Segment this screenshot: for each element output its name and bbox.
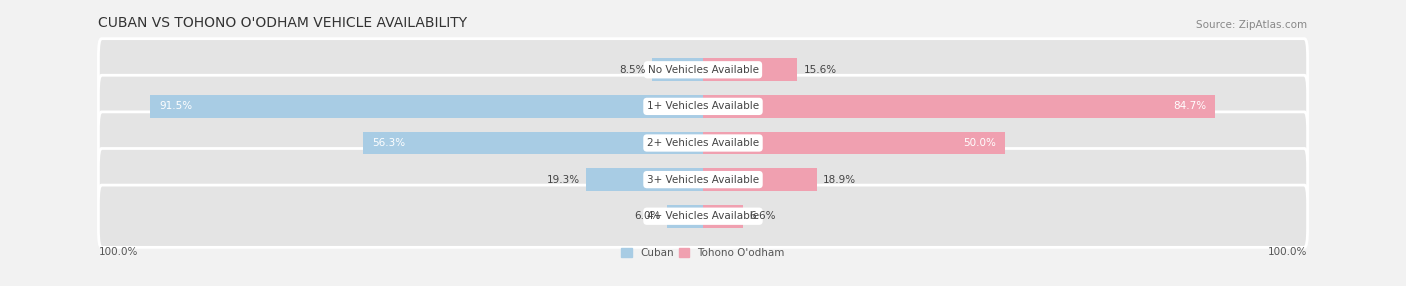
- Text: 15.6%: 15.6%: [803, 65, 837, 75]
- Bar: [666, 205, 703, 228]
- Text: 100.0%: 100.0%: [1268, 247, 1308, 257]
- Text: 6.0%: 6.0%: [634, 211, 661, 221]
- Bar: [150, 95, 703, 118]
- Bar: [703, 205, 742, 228]
- Text: CUBAN VS TOHONO O'ODHAM VEHICLE AVAILABILITY: CUBAN VS TOHONO O'ODHAM VEHICLE AVAILABI…: [98, 15, 468, 29]
- Text: Source: ZipAtlas.com: Source: ZipAtlas.com: [1197, 19, 1308, 29]
- Text: 8.5%: 8.5%: [619, 65, 645, 75]
- Bar: [703, 95, 1215, 118]
- FancyBboxPatch shape: [98, 185, 1308, 247]
- Text: 91.5%: 91.5%: [159, 102, 193, 111]
- FancyBboxPatch shape: [98, 75, 1308, 138]
- FancyBboxPatch shape: [98, 148, 1308, 211]
- Text: 4+ Vehicles Available: 4+ Vehicles Available: [647, 211, 759, 221]
- Bar: [703, 168, 817, 191]
- Bar: [363, 132, 703, 154]
- FancyBboxPatch shape: [98, 39, 1308, 101]
- Bar: [586, 168, 703, 191]
- Text: 56.3%: 56.3%: [371, 138, 405, 148]
- Bar: [651, 58, 703, 81]
- FancyBboxPatch shape: [98, 112, 1308, 174]
- Text: 100.0%: 100.0%: [98, 247, 138, 257]
- Text: No Vehicles Available: No Vehicles Available: [648, 65, 758, 75]
- Text: 50.0%: 50.0%: [963, 138, 997, 148]
- Bar: [703, 58, 797, 81]
- Text: 6.6%: 6.6%: [749, 211, 776, 221]
- Text: 84.7%: 84.7%: [1173, 102, 1206, 111]
- Legend: Cuban, Tohono O'odham: Cuban, Tohono O'odham: [617, 244, 789, 262]
- Text: 18.9%: 18.9%: [824, 175, 856, 184]
- Text: 19.3%: 19.3%: [547, 175, 581, 184]
- Text: 2+ Vehicles Available: 2+ Vehicles Available: [647, 138, 759, 148]
- Text: 1+ Vehicles Available: 1+ Vehicles Available: [647, 102, 759, 111]
- Text: 3+ Vehicles Available: 3+ Vehicles Available: [647, 175, 759, 184]
- Bar: [703, 132, 1005, 154]
